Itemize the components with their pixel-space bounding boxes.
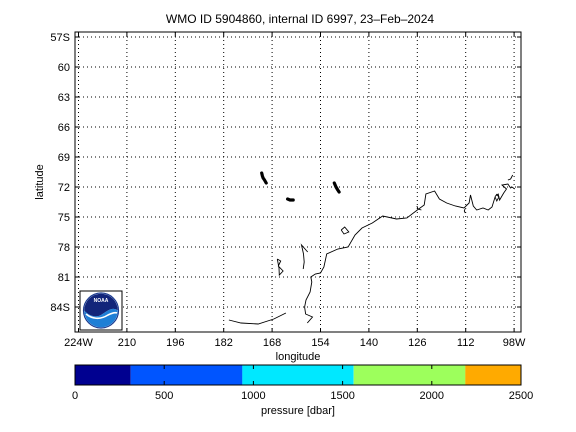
lon-tick-label: 154 bbox=[311, 337, 329, 349]
lon-tick-label: 126 bbox=[408, 337, 426, 349]
colorbar-band bbox=[353, 365, 466, 385]
map-plot-area: 224W 210 196 182 168 154 140 126 112 98W 57S 60 63 6… bbox=[50, 31, 526, 349]
lon-tick-label: 140 bbox=[360, 337, 378, 349]
x-axis-label: longitude bbox=[276, 351, 321, 363]
lat-tick-label: 66 bbox=[58, 122, 70, 134]
coastline-segment bbox=[276, 258, 284, 277]
colorbar-frame bbox=[74, 364, 522, 386]
colorbar-tick-labels: 0 500 1000 1500 2000 2500 bbox=[72, 390, 533, 402]
colorbar-tick-label: 1000 bbox=[241, 390, 265, 402]
colorbar-ticks bbox=[74, 365, 522, 385]
longitude-tick-labels: 224W 210 196 182 168 154 140 126 112 98W bbox=[64, 337, 526, 349]
colorbar-band bbox=[465, 365, 521, 385]
colorbar-tick-label: 0 bbox=[72, 390, 78, 402]
float-track-group bbox=[260, 171, 341, 202]
noaa-logo: NOAA bbox=[79, 290, 123, 331]
colorbar: 0 500 1000 1500 2000 2500 pressure [dbar] bbox=[72, 364, 533, 417]
map-ticks bbox=[75, 32, 521, 332]
lon-tick-label: 168 bbox=[263, 337, 281, 349]
lon-tick-label: 182 bbox=[215, 337, 233, 349]
lat-tick-label: 63 bbox=[58, 92, 70, 104]
float-track-segment bbox=[286, 197, 295, 202]
map-title: WMO ID 5904860, internal ID 6997, 23–Feb… bbox=[166, 12, 434, 26]
lat-tick-label: 75 bbox=[58, 212, 70, 224]
lat-tick-label: 78 bbox=[58, 242, 70, 254]
lon-tick-label: 224W bbox=[64, 337, 93, 349]
colorbar-tick-label: 500 bbox=[155, 390, 173, 402]
colorbar-band bbox=[75, 365, 131, 385]
noaa-logo-text: NOAA bbox=[94, 298, 109, 304]
float-track-segment bbox=[260, 171, 268, 185]
lat-tick-label: 84S bbox=[50, 302, 70, 314]
lon-tick-label: 98W bbox=[503, 337, 526, 349]
lat-tick-label: 57S bbox=[50, 32, 70, 44]
colorbar-band bbox=[130, 365, 243, 385]
coastline-segment bbox=[304, 183, 516, 324]
colorbar-tick-label: 1500 bbox=[330, 390, 354, 402]
coastline-segment bbox=[228, 312, 287, 325]
coastline-segment bbox=[494, 193, 500, 203]
lon-tick-label: 210 bbox=[118, 337, 136, 349]
coastline-group bbox=[228, 174, 516, 325]
coastline-segment bbox=[340, 226, 350, 235]
lat-tick-label: 72 bbox=[58, 182, 70, 194]
colorbar-tick-label: 2500 bbox=[509, 390, 533, 402]
float-track-segment bbox=[332, 181, 341, 194]
map-frame bbox=[74, 31, 522, 333]
colorbar-tick-label: 2000 bbox=[420, 390, 444, 402]
colorbar-label: pressure [dbar] bbox=[261, 405, 335, 417]
coastline-segment bbox=[300, 243, 309, 270]
latitude-tick-labels: 57S 60 63 66 69 72 75 78 81 84S bbox=[50, 32, 70, 314]
map-background bbox=[75, 32, 521, 332]
coastline-segment bbox=[416, 205, 422, 211]
lat-tick-label: 69 bbox=[58, 152, 70, 164]
y-axis-label: latitude bbox=[34, 164, 46, 199]
coastline-segment bbox=[507, 174, 514, 181]
colorbar-bands bbox=[75, 365, 521, 385]
colorbar-band bbox=[242, 365, 354, 385]
lon-tick-label: 112 bbox=[457, 337, 475, 349]
coastline-segment bbox=[463, 208, 466, 214]
lat-tick-label: 81 bbox=[58, 272, 70, 284]
lon-tick-label: 196 bbox=[166, 337, 184, 349]
lat-tick-label: 60 bbox=[58, 62, 70, 74]
